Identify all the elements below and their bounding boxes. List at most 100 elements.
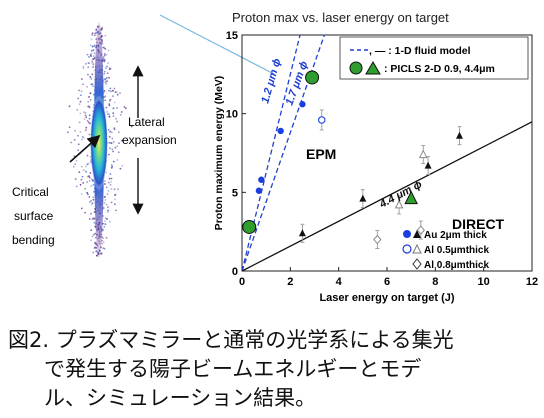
legend-green-triangle-icon — [365, 61, 381, 75]
plasma-dot — [104, 81, 107, 83]
plasma-dot — [109, 184, 112, 186]
plasma-dot — [91, 218, 94, 220]
plasma-dot — [117, 151, 120, 154]
point-green-triangle — [404, 190, 418, 205]
plasma-dot — [116, 107, 118, 109]
plasma-dot — [92, 196, 95, 199]
plasma-dot — [82, 169, 85, 172]
plasma-dot — [90, 203, 93, 206]
plasma-dot — [68, 126, 71, 129]
plasma-dot — [107, 62, 110, 64]
plasma-dot — [94, 242, 96, 245]
plasma-dot — [109, 173, 112, 175]
plasma-dot — [88, 114, 91, 117]
legend-bottom-label-1: Au 2μm thick — [424, 230, 487, 241]
plasma-dot — [106, 77, 108, 79]
plasma-dot — [102, 46, 104, 49]
plasma-dot — [88, 96, 91, 98]
plasma-dot — [108, 116, 111, 118]
plasma-dot — [103, 78, 106, 80]
plasma-dot — [106, 80, 108, 83]
plasma-dot — [120, 111, 123, 113]
plasma-dot — [90, 239, 93, 242]
plasma-dot — [89, 172, 92, 174]
plasma-dot — [108, 103, 111, 105]
plasma-dot — [103, 70, 106, 73]
plasma-dot — [92, 66, 94, 68]
plasma-dot — [85, 170, 87, 173]
plasma-dot — [94, 34, 96, 36]
plasma-dot — [80, 207, 83, 210]
plasma-dot — [92, 55, 95, 58]
plasma-dot — [86, 85, 88, 88]
plasma-dot — [89, 92, 92, 94]
plasma-dot — [87, 105, 90, 108]
plasma-dot — [82, 137, 85, 139]
plasma-dot — [107, 206, 109, 209]
legend-open-triangle-icon — [412, 243, 422, 254]
plasma-dot — [112, 150, 114, 153]
plasma-dot — [109, 98, 112, 101]
plasma-dot — [89, 44, 92, 46]
plasma-dot — [80, 165, 83, 168]
plasma-dot — [114, 198, 116, 201]
plasma-dot — [112, 115, 115, 117]
plasma-dot — [102, 207, 105, 210]
plasma-dot — [77, 143, 80, 146]
chart-title: Proton max vs. laser energy on target — [232, 10, 449, 25]
plasma-dot — [91, 60, 93, 63]
plasma-dot — [107, 190, 110, 192]
plasma-dot — [102, 57, 105, 59]
plasma-dot — [89, 122, 91, 125]
plasma-dot — [78, 103, 81, 106]
plasma-dot — [103, 72, 106, 75]
plasma-dot — [108, 99, 111, 101]
plasma-dot — [110, 188, 113, 190]
plasma-dot — [103, 247, 106, 250]
plasma-dot — [89, 98, 92, 101]
plasma-dot — [93, 34, 96, 37]
plasma-dot — [79, 100, 82, 103]
plasma-dot — [90, 200, 92, 202]
plasma-dot — [102, 247, 105, 250]
plasma-dot — [88, 218, 91, 220]
plasma-dot — [83, 118, 86, 120]
plasma-dot — [81, 175, 84, 178]
plasma-dot — [101, 42, 104, 45]
plasma-dot — [93, 45, 96, 47]
plasma-dot — [104, 183, 106, 185]
plasma-dot — [92, 183, 95, 186]
plasma-dot — [103, 54, 106, 57]
region-label-epm: EPM — [306, 146, 336, 162]
plasma-dot — [88, 201, 91, 203]
plasma-dot — [85, 63, 87, 65]
legend-filled-triangle-icon — [413, 230, 421, 238]
plasma-dot — [112, 107, 115, 110]
y-tick-label: 10 — [226, 109, 238, 121]
point-open-diamond — [373, 234, 382, 245]
point-filled-circle — [277, 127, 284, 135]
plasma-dot — [83, 111, 85, 113]
plasma-dot — [77, 97, 80, 100]
point-filled-triangle — [298, 229, 306, 237]
plasma-dot — [79, 183, 82, 186]
plasma-dot — [91, 83, 94, 85]
plasma-dot — [107, 113, 109, 116]
plasma-dot — [85, 165, 87, 168]
plasma-dot — [112, 160, 115, 163]
plasma-dot — [80, 178, 83, 181]
plasma-dot — [87, 100, 90, 103]
plasma-dot — [102, 241, 105, 243]
plasma-dot — [114, 146, 117, 149]
plasma-dot — [105, 203, 108, 206]
plasma-dot — [90, 212, 92, 215]
legend-open-circle-icon — [402, 244, 412, 254]
plasma-dot — [92, 63, 95, 66]
plasma-dot — [90, 178, 93, 181]
legend-open-diamond-icon — [412, 258, 422, 270]
plasma-dot — [87, 73, 89, 76]
plasma-dot — [112, 141, 115, 143]
plasma-dot — [88, 196, 91, 198]
plasma-dot — [90, 52, 93, 55]
plasma-dot — [104, 199, 107, 201]
